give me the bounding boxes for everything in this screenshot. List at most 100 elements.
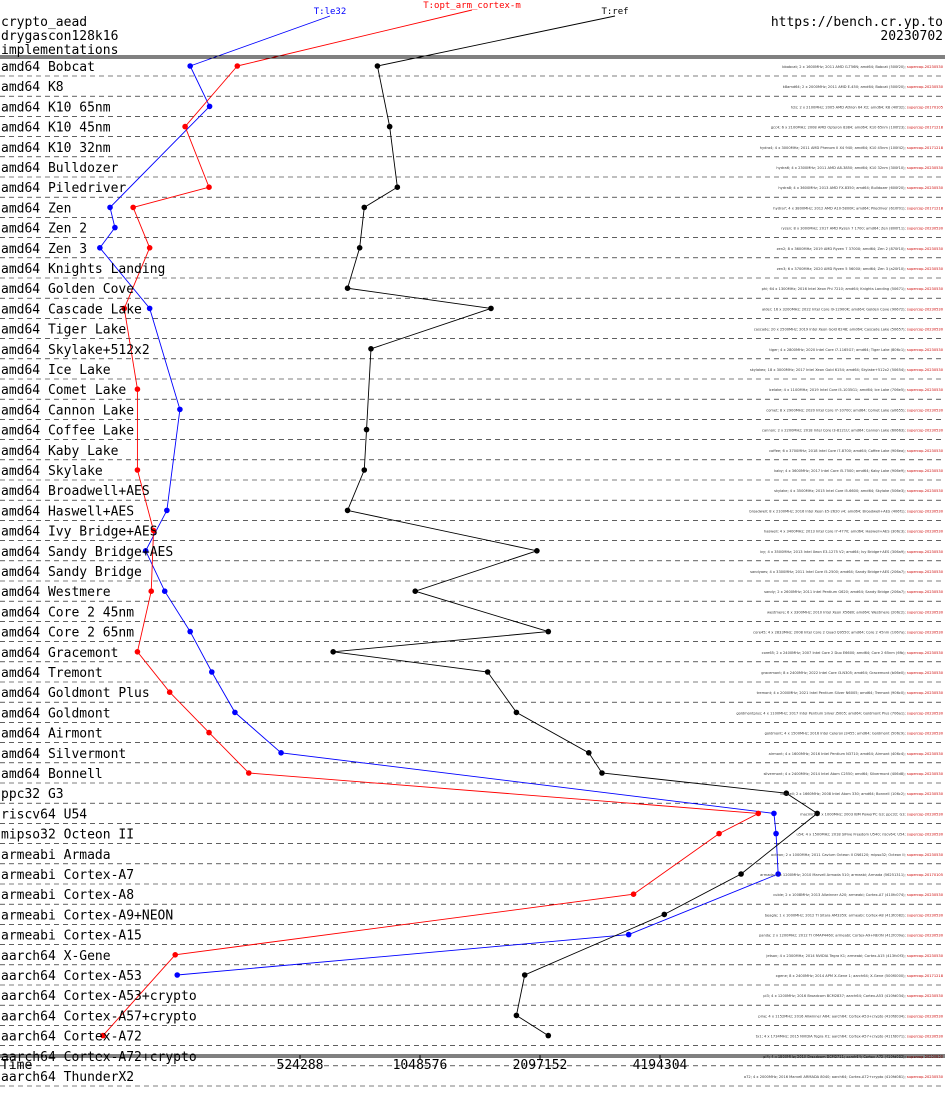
row-note-version: supercop-20230530	[907, 954, 944, 958]
platform-label: amd64 Zen 2	[1, 222, 87, 237]
row-note-text: haswell; 4 x 3400MHz; 2013 Intel Core i7…	[764, 530, 907, 534]
row-note: kaby; 4 x 3600MHz; 2017 Intel Core i5-75…	[774, 469, 944, 473]
data-point	[134, 467, 141, 473]
row-note-text: octeon; 2 x 1000MHz; 2011 Cavium Octeon …	[771, 853, 907, 857]
data-point	[130, 204, 136, 211]
platform-label: amd64 Knights Landing	[1, 262, 165, 277]
row-note-text: hydra8; 4 x 3600MHz; 2013 AMD FX-8350; a…	[778, 186, 907, 190]
row-note-version: supercop-20230530	[907, 833, 944, 837]
platform-label: aarch64 X-Gene	[1, 949, 111, 964]
platform-label: amd64 Cannon Lake	[1, 403, 134, 418]
platform-label: amd64 Skylake	[1, 464, 103, 479]
data-point	[344, 507, 351, 514]
row-note-text: zen2; 8 x 3600MHz; 2019 AMD Ryzen 7 3700…	[777, 247, 907, 251]
row-note: zen2; 8 x 3600MHz; 2019 AMD Ryzen 7 3700…	[777, 247, 944, 251]
row-note-text: silvermont; 4 x 2400MHz; 2014 Intel Atom…	[764, 772, 907, 776]
row-note-text: h2s; 2 x 2100MHz; 2005 AMD Athlon 64 X2;…	[791, 105, 907, 109]
x-tick-label: 4194304	[633, 1058, 688, 1073]
row-note-version: supercop-20230530	[907, 1075, 944, 1079]
row-note-version: supercop-20230530	[907, 85, 944, 89]
data-point	[386, 123, 393, 130]
row-note: tx1; 4 x 1734MHz; 2015 NVIDIA Tegra X1; …	[756, 1035, 944, 1039]
row-note-text: gracemont; 8 x 2400MHz; 2022 Intel Core …	[761, 671, 907, 675]
row-note-version: supercop-20230530	[907, 530, 944, 534]
platform-label: amd64 Goldmont Plus	[1, 686, 150, 701]
row-note: octeon; 2 x 1000MHz; 2011 Cavium Octeon …	[771, 853, 944, 857]
platform-label: armeabi Cortex-A9+NEON	[1, 908, 173, 923]
data-point	[599, 770, 605, 776]
header-line-3: implementations	[1, 43, 119, 58]
row-note-text: bonnell; 2 x 1660MHz; 2008 Intel Atom 33…	[780, 792, 907, 796]
date-label: 20230702	[880, 29, 943, 44]
row-note-version: supercop-20230530	[907, 752, 944, 756]
row-note: beagle; 1 x 1000MHz; 2012 TI Sitara AM33…	[765, 913, 944, 917]
platform-label: amd64 K10 45nm	[1, 121, 111, 136]
row-note: skylakex; 18 x 3000MHz; 2017 Intel Xeon …	[750, 368, 944, 372]
header-line-1: crypto_aead	[1, 15, 88, 30]
row-note-version: supercop-20230530	[907, 934, 944, 938]
row-note: gcc4; 6 x 2100MHz; 2008 AMD Opteron 8384…	[771, 126, 944, 130]
platform-label: amd64 Skylake+512x2	[1, 343, 150, 358]
row-note: tiger; 4 x 2800MHz; 2020 Intel Core i7-1…	[769, 348, 943, 352]
row-note-text: icelake; 4 x 1100MHz; 2019 Intel Core i5…	[769, 388, 907, 392]
data-point	[187, 628, 193, 635]
data-point	[361, 467, 368, 473]
platform-label: amd64 Silvermont	[1, 747, 126, 762]
row-note: k8amd64; 2 x 2000MHz; 2011 AMD E-450; am…	[783, 85, 944, 89]
row-note-version: supercop-20230530	[907, 408, 944, 412]
row-note-text: phi; 64 x 1300MHz; 2016 Intel Xeon Phi 7…	[762, 287, 907, 291]
row-note-version: supercop-20230530	[907, 368, 944, 372]
data-point	[534, 548, 540, 554]
platform-label: amd64 Westmere	[1, 585, 111, 600]
row-note: airmont; 4 x 1600MHz; 2016 Intel Pentium…	[769, 752, 944, 756]
row-note-version: supercop-20171218	[907, 206, 944, 210]
data-point	[630, 891, 637, 897]
platform-label: armeabi Armada	[1, 848, 111, 863]
row-note: silvermont; 4 x 2400MHz; 2014 Intel Atom…	[764, 772, 944, 776]
platform-label: amd64 K10 32nm	[1, 141, 111, 156]
platform-label: amd64 Broadwell+AES	[1, 484, 150, 499]
row-note-text: cannon; 2 x 2200MHz; 2018 Intel Core i3-…	[762, 429, 907, 433]
row-note-version: supercop-20230530	[907, 631, 944, 635]
row-note-version: supercop-20230530	[907, 65, 944, 69]
platform-label: armeabi Cortex-A7	[1, 868, 134, 883]
legend-label: T:le32	[314, 7, 347, 17]
row-note-text: goldmontplus; 4 x 1100MHz; 2017 Intel Pe…	[736, 711, 907, 715]
row-note-version: supercop-20170105	[907, 873, 943, 877]
platform-label: amd64 Ivy Bridge+AES	[1, 525, 158, 540]
row-note-version: supercop-20230530	[907, 994, 944, 998]
row-note-version: supercop-20230530	[907, 792, 944, 796]
row-note-text: tremont; 4 x 2000MHz; 2021 Intel Pentium…	[757, 691, 907, 695]
row-note: pi3; 4 x 1200MHz; 2016 Broadcom BCM2837;…	[763, 994, 943, 998]
data-point	[150, 527, 157, 534]
row-note-version: supercop-20230530	[907, 610, 944, 614]
data-point	[174, 972, 181, 978]
header-line-2: drygascon128k16	[1, 29, 119, 44]
platform-label: mipso32 Octeon II	[1, 828, 134, 843]
platform-label: aarch64 ThunderX2	[1, 1070, 134, 1085]
row-note: ryzen; 8 x 3000MHz; 2017 AMD Ryzen 7 170…	[781, 227, 944, 231]
series-line	[102, 65, 760, 1036]
series-line	[333, 65, 818, 1036]
row-note: goldmontplus; 4 x 1100MHz; 2017 Intel Pe…	[736, 711, 943, 715]
row-note: hydra4; 4 x 3000MHz; 2011 AMD Phenom II …	[760, 146, 944, 150]
platform-label: amd64 Core 2 65nm	[1, 626, 134, 641]
row-note-text: tiger; 4 x 2800MHz; 2020 Intel Core i7-1…	[769, 348, 907, 352]
data-point	[545, 1032, 552, 1039]
row-note-version: supercop-20230530	[907, 711, 944, 715]
row-note-version: supercop-20230530	[907, 550, 944, 554]
row-note-text: cascade; 20 x 2500MHz; 2019 Intel Xeon G…	[754, 328, 907, 332]
platform-label: amd64 Tiger Lake	[1, 323, 126, 338]
row-note-text: sandyaes; 4 x 3300MHz; 2011 Intel Core i…	[750, 570, 907, 574]
platform-label: aarch64 Cortex-A53+crypto	[1, 989, 197, 1004]
row-note-text: airmont; 4 x 1600MHz; 2016 Intel Pentium…	[769, 752, 907, 756]
row-note-version: supercop-20230530	[907, 651, 944, 655]
platform-label: amd64 Sandy Bridge	[1, 565, 142, 580]
row-note-version: supercop-20230530	[907, 429, 944, 433]
platform-label: amd64 Cascade Lake	[1, 302, 142, 317]
legend-leader	[237, 9, 473, 67]
legend-label: T:opt_arm_cortex-m	[423, 1, 521, 11]
platform-label: aarch64 Cortex-A72	[1, 1030, 142, 1045]
x-tick-label: 524288	[277, 1058, 324, 1073]
platform-label: aarch64 Cortex-A53	[1, 969, 142, 984]
